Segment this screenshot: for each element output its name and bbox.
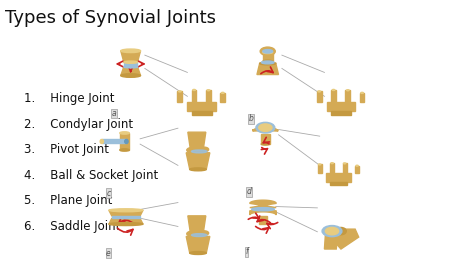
Polygon shape <box>121 67 140 76</box>
Ellipse shape <box>190 252 206 254</box>
Ellipse shape <box>124 66 137 68</box>
Polygon shape <box>109 218 143 224</box>
Ellipse shape <box>263 60 273 63</box>
Ellipse shape <box>318 91 320 92</box>
Polygon shape <box>346 90 350 102</box>
Bar <box>124 62 137 67</box>
Polygon shape <box>187 102 216 111</box>
Ellipse shape <box>179 91 181 92</box>
Text: e: e <box>106 249 111 258</box>
Polygon shape <box>186 153 210 169</box>
Polygon shape <box>177 91 182 102</box>
Ellipse shape <box>109 223 143 226</box>
Ellipse shape <box>190 168 206 171</box>
Ellipse shape <box>361 92 364 93</box>
Bar <box>102 139 127 143</box>
Ellipse shape <box>191 150 207 153</box>
Polygon shape <box>220 93 225 102</box>
Polygon shape <box>257 64 279 74</box>
Ellipse shape <box>346 90 349 91</box>
Ellipse shape <box>121 49 140 53</box>
Ellipse shape <box>260 62 276 65</box>
Ellipse shape <box>100 139 103 143</box>
Polygon shape <box>330 163 334 173</box>
Text: f: f <box>245 247 248 256</box>
Ellipse shape <box>252 208 274 211</box>
Polygon shape <box>326 173 351 182</box>
Text: d: d <box>246 187 251 197</box>
Ellipse shape <box>199 147 209 152</box>
Polygon shape <box>330 182 347 185</box>
Bar <box>112 216 140 218</box>
Polygon shape <box>343 163 346 173</box>
Ellipse shape <box>124 61 137 63</box>
Text: 2.    Condylar Joint: 2. Condylar Joint <box>24 118 134 131</box>
Polygon shape <box>263 52 273 61</box>
Circle shape <box>256 122 275 133</box>
Ellipse shape <box>193 89 195 91</box>
Ellipse shape <box>207 90 210 91</box>
Text: a: a <box>112 109 117 118</box>
Polygon shape <box>121 51 140 62</box>
Ellipse shape <box>120 132 129 134</box>
Polygon shape <box>360 93 365 102</box>
Ellipse shape <box>263 51 273 54</box>
Ellipse shape <box>120 149 129 151</box>
Circle shape <box>325 227 338 235</box>
Polygon shape <box>324 231 338 249</box>
Polygon shape <box>355 166 359 173</box>
Polygon shape <box>188 216 206 232</box>
Polygon shape <box>192 90 196 102</box>
Polygon shape <box>331 229 359 249</box>
Bar <box>120 133 129 150</box>
Polygon shape <box>188 132 206 148</box>
Circle shape <box>260 47 275 56</box>
Polygon shape <box>186 236 210 253</box>
Ellipse shape <box>263 50 273 53</box>
Ellipse shape <box>109 209 143 212</box>
Circle shape <box>259 124 272 131</box>
Bar <box>259 216 267 223</box>
Ellipse shape <box>187 147 202 153</box>
Text: Types of Synovial Joints: Types of Synovial Joints <box>5 9 217 27</box>
Ellipse shape <box>125 139 128 143</box>
Ellipse shape <box>344 163 346 164</box>
Text: b: b <box>249 114 254 123</box>
Ellipse shape <box>319 164 321 165</box>
Text: 5.    Plane Joint: 5. Plane Joint <box>24 194 113 207</box>
Ellipse shape <box>356 165 358 166</box>
Ellipse shape <box>199 231 209 235</box>
Ellipse shape <box>121 74 140 77</box>
Polygon shape <box>253 127 278 131</box>
Ellipse shape <box>262 61 274 64</box>
Ellipse shape <box>332 89 335 91</box>
Ellipse shape <box>187 231 202 237</box>
Ellipse shape <box>191 234 207 237</box>
Bar <box>261 134 270 144</box>
Polygon shape <box>317 91 321 102</box>
Ellipse shape <box>261 143 270 145</box>
Text: 6.    Saddle Joint: 6. Saddle Joint <box>24 220 121 233</box>
Text: 1.    Hinge Joint: 1. Hinge Joint <box>24 92 115 105</box>
Circle shape <box>322 226 342 237</box>
Polygon shape <box>206 90 211 102</box>
Ellipse shape <box>221 92 224 93</box>
Ellipse shape <box>331 163 333 164</box>
Polygon shape <box>109 210 143 216</box>
Polygon shape <box>250 211 276 215</box>
Polygon shape <box>191 111 211 115</box>
Polygon shape <box>250 200 276 208</box>
Polygon shape <box>318 164 322 173</box>
Text: 3.    Pivot Joint: 3. Pivot Joint <box>24 143 109 156</box>
Polygon shape <box>331 111 351 115</box>
Text: c: c <box>106 189 110 198</box>
Polygon shape <box>331 90 336 102</box>
Polygon shape <box>327 102 356 111</box>
Text: 4.    Ball & Socket Joint: 4. Ball & Socket Joint <box>24 169 159 182</box>
Ellipse shape <box>336 227 346 235</box>
